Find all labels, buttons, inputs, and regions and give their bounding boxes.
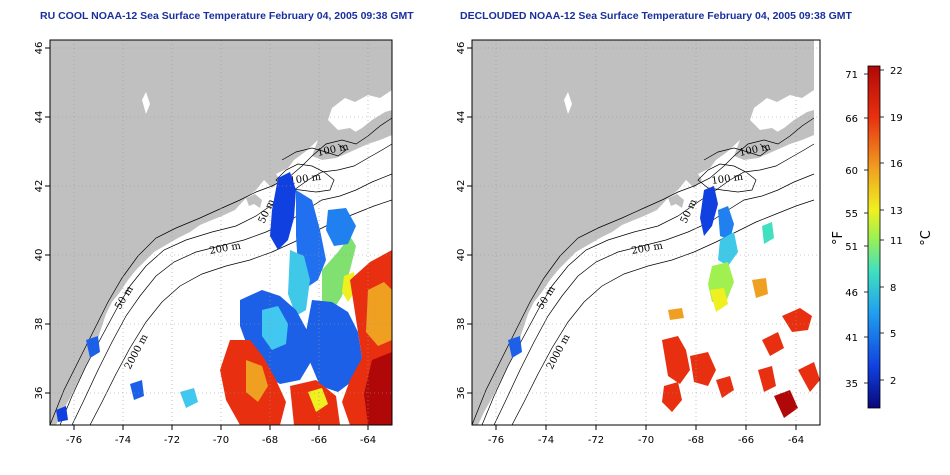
colorbar-c-tick: 16 [890, 159, 903, 170]
lon-tick-label: -64 [788, 435, 804, 446]
colorbar-c-tick: 22 [890, 66, 903, 77]
lon-tick-label: -64 [360, 435, 376, 446]
colorbar-f-tick: 71 [845, 70, 858, 81]
lat-tick-label: 44 [456, 111, 467, 124]
sst-field-full [56, 172, 392, 425]
lat-tick-label: 36 [34, 387, 45, 400]
lon-tick-label: -74 [115, 435, 131, 446]
colorbar-c-tick: 13 [890, 206, 903, 217]
right-panel-title: DECLOUDED NOAA-12 Sea Surface Temperatur… [460, 10, 852, 22]
lon-tick-label: -66 [738, 435, 754, 446]
colorbar-f-tick: 60 [845, 166, 858, 177]
lat-tick-label: 44 [34, 111, 45, 124]
lat-tick-label: 36 [456, 387, 467, 400]
colorbar-f-tick: 66 [845, 114, 858, 125]
left-graticule [50, 40, 392, 425]
lat-tick-label: 38 [34, 318, 45, 331]
colorbar-f-tick: 35 [845, 379, 858, 390]
lat-tick-label: 40 [456, 249, 467, 262]
lon-tick-label: -70 [638, 435, 654, 446]
lon-tick-label: -66 [311, 435, 327, 446]
sst-field-declouded [508, 186, 820, 418]
colorbar-c-tick: 2 [890, 376, 896, 387]
fahrenheit-unit-label: °F [831, 231, 846, 245]
lon-tick-label: -72 [164, 435, 180, 446]
colorbar-f-tick: 41 [845, 333, 858, 344]
lon-tick-label: -76 [66, 435, 82, 446]
lon-tick-label: -70 [213, 435, 229, 446]
colorbar-gradient [867, 65, 881, 409]
left-panel-title: RU COOL NOAA-12 Sea Surface Temperature … [40, 10, 414, 22]
lon-tick-label: -68 [262, 435, 278, 446]
colorbar-f-tick: 55 [845, 209, 858, 220]
lat-tick-label: 46 [456, 42, 467, 55]
colorbar-c-tick: 5 [890, 329, 896, 340]
colorbar-c-tick: 19 [890, 113, 903, 124]
lon-tick-label: -72 [588, 435, 604, 446]
colorbar-c-tick: 8 [890, 283, 896, 294]
left-map-panel: -76 -74 -72 -70 -68 -66 -64 46 44 42 40 … [34, 39, 393, 446]
lon-tick-label: -74 [538, 435, 554, 446]
celsius-unit-label: °C [919, 230, 934, 246]
lat-tick-label: 46 [34, 42, 45, 55]
lat-tick-label: 42 [34, 180, 45, 193]
lat-tick-label: 42 [456, 180, 467, 193]
right-graticule [472, 40, 820, 425]
colorbar-f-tick: 46 [845, 288, 858, 299]
lon-tick-label: -76 [488, 435, 504, 446]
lat-tick-label: 38 [456, 318, 467, 331]
lon-tick-label: -68 [688, 435, 704, 446]
colorbar-c-tick: 11 [890, 236, 903, 247]
right-map-panel: -76 -74 -72 -70 -68 -66 -64 46 44 42 40 … [456, 39, 821, 446]
colorbar-f-tick: 51 [845, 242, 858, 253]
temperature-colorbar: 71 66 60 55 51 46 41 35 22 19 16 13 11 8… [831, 65, 934, 409]
lat-tick-label: 40 [34, 249, 45, 262]
